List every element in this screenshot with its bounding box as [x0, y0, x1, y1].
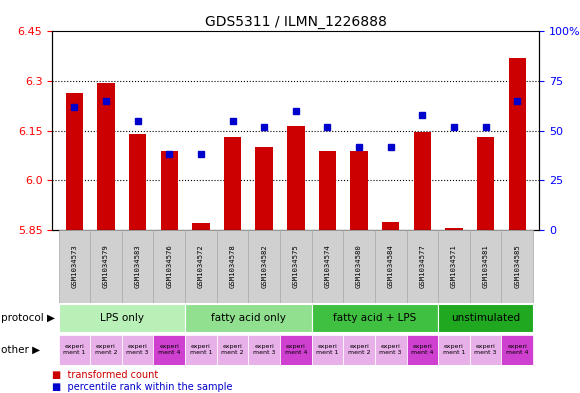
Text: experi
ment 1: experi ment 1 [190, 344, 212, 355]
Bar [343, 335, 375, 365]
Bar [217, 230, 248, 303]
Bar [407, 335, 438, 365]
Bar [414, 132, 431, 230]
Text: GSM1034584: GSM1034584 [387, 244, 394, 288]
Bar [217, 335, 248, 365]
Bar [470, 335, 502, 365]
Text: GSM1034573: GSM1034573 [71, 244, 77, 288]
Bar [154, 335, 185, 365]
Bar [192, 223, 209, 230]
Text: experi
ment 1: experi ment 1 [316, 344, 339, 355]
Text: GSM1034578: GSM1034578 [230, 244, 235, 288]
Bar [59, 304, 185, 332]
Bar [66, 93, 83, 230]
Bar [382, 222, 400, 230]
Text: GSM1034585: GSM1034585 [514, 244, 520, 288]
Bar [59, 335, 90, 365]
Bar [438, 335, 470, 365]
Bar [477, 137, 494, 230]
Text: GSM1034581: GSM1034581 [483, 244, 488, 288]
Text: GSM1034572: GSM1034572 [198, 244, 204, 288]
Title: GDS5311 / ILMN_1226888: GDS5311 / ILMN_1226888 [205, 15, 387, 29]
Text: experi
ment 2: experi ment 2 [348, 344, 370, 355]
Bar [375, 230, 407, 303]
Bar [224, 137, 241, 230]
Text: experi
ment 3: experi ment 3 [126, 344, 149, 355]
Bar [445, 228, 463, 230]
Bar [375, 335, 407, 365]
Bar [502, 230, 533, 303]
Text: experi
ment 4: experi ment 4 [285, 344, 307, 355]
Bar [350, 151, 368, 230]
Text: experi
ment 2: experi ment 2 [95, 344, 117, 355]
Text: experi
ment 1: experi ment 1 [443, 344, 465, 355]
Bar [470, 230, 502, 303]
Bar [311, 230, 343, 303]
Bar [129, 134, 146, 230]
Bar [122, 230, 154, 303]
Text: ■  transformed count: ■ transformed count [52, 370, 158, 380]
Text: GSM1034576: GSM1034576 [166, 244, 172, 288]
Text: experi
ment 3: experi ment 3 [474, 344, 497, 355]
Text: experi
ment 4: experi ment 4 [506, 344, 528, 355]
Text: protocol ▶: protocol ▶ [1, 313, 55, 323]
Bar [438, 304, 533, 332]
Text: experi
ment 1: experi ment 1 [63, 344, 85, 355]
Text: experi
ment 2: experi ment 2 [222, 344, 244, 355]
Text: fatty acid + LPS: fatty acid + LPS [334, 313, 416, 323]
Bar [90, 335, 122, 365]
Bar [185, 335, 217, 365]
Bar [343, 230, 375, 303]
Text: experi
ment 3: experi ment 3 [253, 344, 276, 355]
Text: GSM1034574: GSM1034574 [324, 244, 331, 288]
Bar [287, 126, 305, 230]
Bar [280, 335, 311, 365]
Text: GSM1034580: GSM1034580 [356, 244, 362, 288]
Bar [438, 230, 470, 303]
Text: GSM1034583: GSM1034583 [135, 244, 140, 288]
Text: fatty acid only: fatty acid only [211, 313, 286, 323]
Bar [255, 147, 273, 230]
Text: LPS only: LPS only [100, 313, 144, 323]
Bar [90, 230, 122, 303]
Text: experi
ment 4: experi ment 4 [411, 344, 434, 355]
Text: ■  percentile rank within the sample: ■ percentile rank within the sample [52, 382, 233, 392]
Bar [185, 230, 217, 303]
Text: GSM1034571: GSM1034571 [451, 244, 457, 288]
Bar [311, 335, 343, 365]
Bar [502, 335, 533, 365]
Bar [311, 304, 438, 332]
Bar [280, 230, 311, 303]
Bar [122, 335, 154, 365]
Text: other ▶: other ▶ [1, 345, 39, 355]
Bar [248, 335, 280, 365]
Bar [319, 151, 336, 230]
Text: experi
ment 4: experi ment 4 [158, 344, 180, 355]
Bar [509, 58, 526, 230]
Bar [407, 230, 438, 303]
Bar [248, 230, 280, 303]
Text: GSM1034575: GSM1034575 [293, 244, 299, 288]
Bar [97, 83, 115, 230]
Bar [59, 230, 90, 303]
Text: GSM1034582: GSM1034582 [261, 244, 267, 288]
Text: experi
ment 3: experi ment 3 [379, 344, 402, 355]
Text: GSM1034577: GSM1034577 [419, 244, 425, 288]
Text: unstimulated: unstimulated [451, 313, 520, 323]
Bar [154, 230, 185, 303]
Text: GSM1034579: GSM1034579 [103, 244, 109, 288]
Bar [161, 151, 178, 230]
Bar [185, 304, 311, 332]
